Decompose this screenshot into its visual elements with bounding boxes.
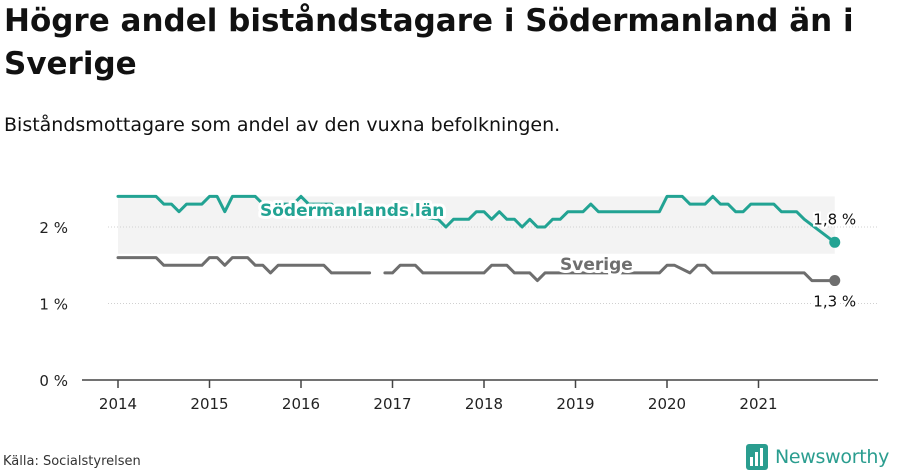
series-sodermanland-line-end-point [829, 236, 841, 248]
series-label-sodermanland: Södermanlands län [260, 201, 444, 221]
x-tick-label: 2019 [556, 395, 594, 413]
x-tick-label: 2020 [648, 395, 686, 413]
series-sverige-line [383, 263, 837, 283]
x-tick-label: 2015 [190, 395, 228, 413]
x-tick-label: 2014 [99, 395, 137, 413]
series-sverige-line-end-point [829, 275, 841, 287]
series-sverige-line [116, 256, 372, 275]
x-tick-label: 2016 [282, 395, 320, 413]
brand-name: Newsworthy [775, 446, 890, 468]
series-sodermanland-line [116, 194, 837, 244]
end-label-sverige: 1,3 % [813, 293, 856, 311]
x-tick-label: 2021 [739, 395, 777, 413]
y-tick-label: 1 % [39, 296, 68, 314]
chart-title: Högre andel biståndstagare i Södermanlan… [4, 3, 854, 82]
y-tick-label: 2 % [39, 219, 68, 237]
newsworthy-logo-icon [746, 444, 768, 470]
brand-logo: Newsworthy [745, 443, 889, 471]
x-tick-label: 2018 [465, 395, 503, 413]
difference-band [118, 196, 835, 254]
source-note: Källa: Socialstyrelsen [3, 454, 141, 469]
y-tick-label: 0 % [39, 372, 68, 390]
chart-subtitle: Biståndsmottagare som andel av den vuxna… [4, 114, 561, 136]
end-label-sodermanland: 1,8 % [813, 210, 856, 228]
x-tick-label: 2017 [373, 395, 411, 413]
series-label-sverige: Sverige [560, 255, 633, 275]
